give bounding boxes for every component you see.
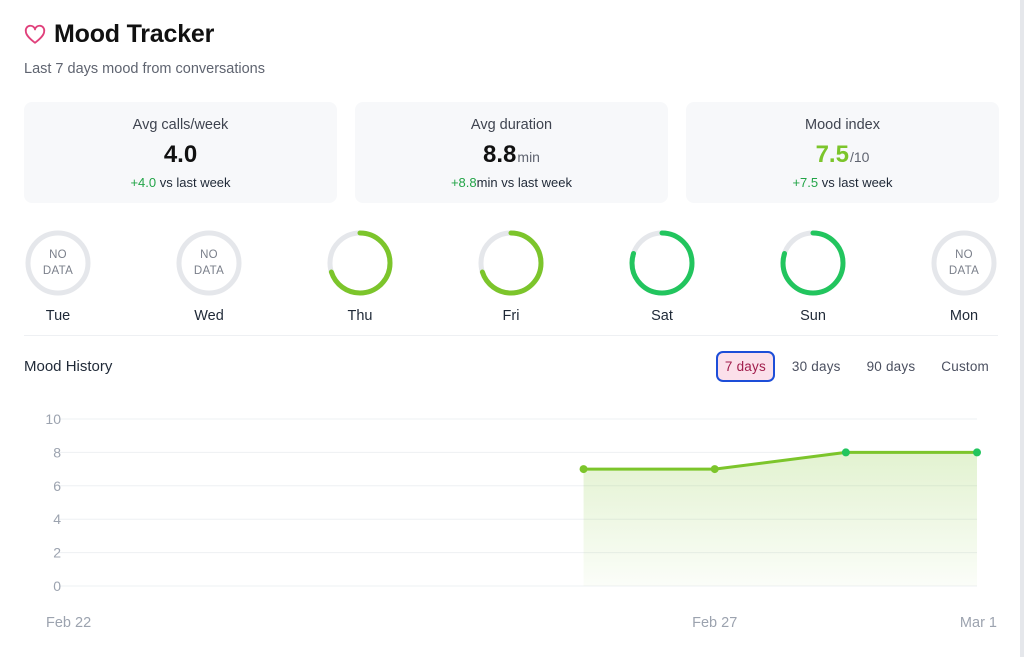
stat-delta: +7.5 vs last week (686, 175, 999, 190)
no-data-line: DATA (193, 265, 225, 277)
stat-value-row: 7.5/10 (686, 141, 999, 171)
y-tick-label: 4 (53, 511, 61, 527)
stat-delta-suffix: vs last week (497, 175, 573, 190)
divider (24, 335, 998, 336)
title-row: Mood Tracker (24, 20, 265, 49)
page-title: Mood Tracker (54, 20, 215, 48)
range-tab-90-days[interactable]: 90 days (858, 351, 925, 382)
stat-value: 4.0 (163, 141, 198, 168)
mood-ring-graphic (931, 230, 997, 296)
mood-ring-graphic (478, 230, 544, 296)
mood-ring-graphic (629, 230, 695, 296)
mood-history-chart: 0 2 4 6 8 10 Feb 22 Feb 27 Mar 1 (45, 411, 997, 631)
day-wed: NO DATA Wed (175, 229, 243, 324)
day-fri: Fri (477, 229, 545, 324)
range-tab-7-days[interactable]: 7 days (715, 351, 775, 382)
stat-value: 8.8 (483, 141, 517, 168)
mood-ring-track (931, 230, 997, 296)
day-label: Thu (347, 308, 373, 324)
series-line (582, 450, 979, 471)
mood-ring-progress (780, 230, 846, 296)
y-tick-label: 6 (53, 478, 61, 494)
stats-row: Avg calls/week 4.0 +4.0 vs last week Avg… (24, 102, 999, 203)
stat-value-row: 8.8 min (355, 141, 668, 171)
mood-ring (779, 229, 847, 297)
stat-delta-value: +8.8 (450, 175, 477, 190)
day-sun: Sun (779, 229, 847, 324)
window-edge (1020, 0, 1024, 657)
no-data-line: NO (200, 249, 218, 261)
stat-value-row: 4.0 (24, 141, 337, 171)
no-data-label: NO DATA (930, 247, 998, 279)
y-tick-label: 0 (53, 578, 61, 594)
day-thu: Thu (326, 229, 394, 324)
stat-unit: /10 (849, 149, 870, 165)
mood-ring-graphic (780, 230, 846, 296)
mood-ring-track (176, 230, 242, 296)
mood-ring: NO DATA (175, 229, 243, 297)
page-header: Mood Tracker Last 7 days mood from conve… (24, 20, 265, 77)
day-label: Fri (502, 308, 520, 324)
mood-ring-progress (629, 230, 695, 296)
mood-ring-progress (327, 230, 393, 296)
no-data-line: DATA (42, 265, 74, 277)
stat-delta-value: +4.0 (130, 175, 157, 190)
stat-delta: +4.0 vs last week (24, 175, 337, 190)
mood-ring (628, 229, 696, 297)
series-area (583, 452, 977, 586)
day-label: Wed (194, 308, 224, 324)
y-tick-label: 8 (53, 444, 61, 460)
mood-ring-progress (478, 230, 544, 296)
x-tick-label: Feb 27 (692, 615, 737, 631)
day-label: Mon (949, 308, 979, 324)
data-point (973, 448, 981, 457)
mood-history-title: Mood History (24, 358, 113, 375)
x-tick-label: Mar 1 (960, 615, 997, 631)
no-data-label: NO DATA (24, 247, 92, 279)
y-tick-label: 10 (45, 411, 61, 427)
stat-delta-suffix: vs last week (156, 175, 231, 190)
y-tick-label: 2 (53, 545, 61, 561)
daily-mood-rings: NO DATA Tue NO DATA Wed Thu Fri Sat Sun NO DATA Mon (24, 229, 998, 329)
mood-ring-track (25, 230, 91, 296)
mood-ring (326, 229, 394, 297)
day-sat: Sat (628, 229, 696, 324)
mood-ring-graphic (327, 230, 393, 296)
stat-delta-unit: min (476, 175, 498, 190)
stat-label: Avg calls/week (132, 117, 229, 133)
data-point (841, 448, 850, 457)
no-data-line: NO (955, 249, 973, 261)
day-tue: NO DATA Tue (24, 229, 92, 324)
heart-icon (24, 24, 46, 44)
range-tab-30-days[interactable]: 30 days (783, 351, 850, 382)
day-mon: NO DATA Mon (930, 229, 998, 324)
no-data-line: DATA (948, 265, 980, 277)
page-subtitle: Last 7 days mood from conversations (24, 61, 265, 77)
stat-label: Avg duration (470, 117, 553, 133)
mood-ring-graphic (25, 230, 91, 296)
stat-delta-value: +7.5 (792, 175, 819, 190)
no-data-label: NO DATA (175, 247, 243, 279)
stat-unit: min (517, 149, 540, 165)
x-tick-label: Feb 22 (46, 615, 91, 631)
stat-card-avg-duration: Avg duration 8.8 min +8.8min vs last week (355, 102, 668, 203)
no-data-line: NO (49, 249, 67, 261)
range-tab-custom[interactable]: Custom (932, 351, 998, 382)
range-tabs: 7 days 30 days 90 days Custom (715, 351, 998, 382)
stat-label: Mood index (805, 117, 880, 133)
stat-card-mood-index: Mood index 7.5/10 +7.5 vs last week (686, 102, 999, 203)
stat-delta: +8.8min vs last week (355, 175, 668, 190)
mood-ring: NO DATA (24, 229, 92, 297)
mood-ring (477, 229, 545, 297)
mood-ring: NO DATA (930, 229, 998, 297)
stat-delta-suffix: vs last week (818, 175, 893, 190)
day-label: Tue (45, 308, 71, 324)
day-label: Sun (800, 308, 826, 324)
data-point (710, 465, 719, 474)
data-point (579, 465, 588, 474)
stat-value: 7.5 (815, 141, 849, 168)
day-label: Sat (651, 308, 673, 324)
stat-card-avg-calls: Avg calls/week 4.0 +4.0 vs last week (24, 102, 337, 203)
mood-ring-graphic (176, 230, 242, 296)
